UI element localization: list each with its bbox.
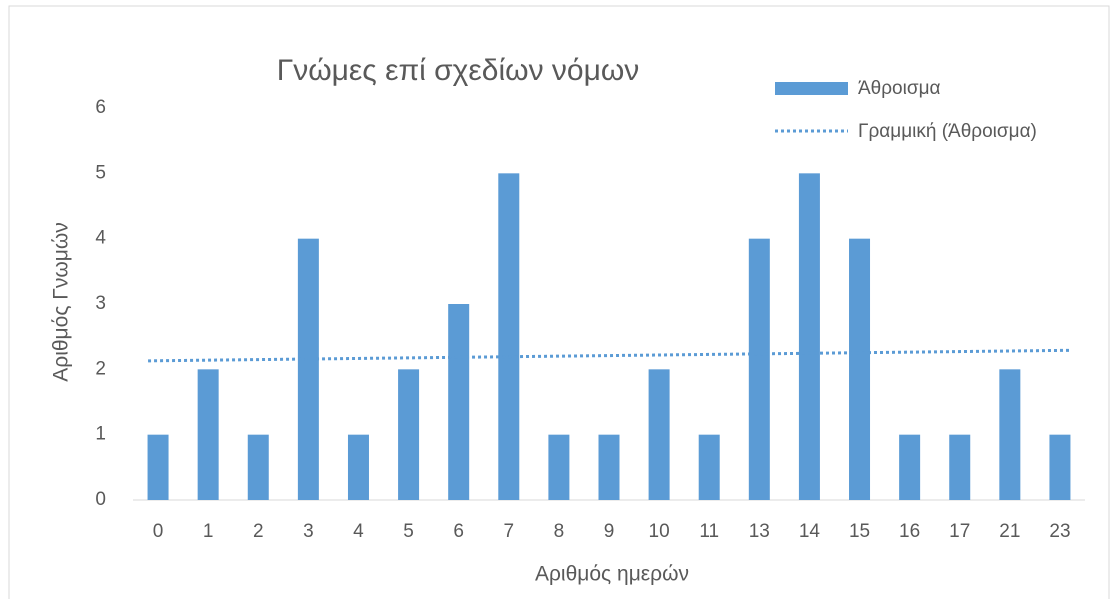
x-tick-label: 16 <box>899 521 920 542</box>
legend-label: Γραμμική (Άθροισμα) <box>858 121 1037 142</box>
x-tick-label: 6 <box>453 521 464 542</box>
bar <box>297 238 319 500</box>
bar <box>698 434 720 500</box>
bar <box>147 434 169 500</box>
x-tick-label: 11 <box>699 521 719 542</box>
y-tick-label: 3 <box>95 293 106 314</box>
bar <box>798 173 820 501</box>
chart-frame <box>8 5 1110 599</box>
legend-swatch <box>775 82 848 95</box>
y-tick-label: 5 <box>95 162 106 183</box>
bar <box>448 304 470 500</box>
y-axis-title: Αριθμός Γνωμών <box>50 222 73 382</box>
x-tick-label: 13 <box>749 521 770 542</box>
trendline <box>148 348 1070 363</box>
bar <box>247 434 269 500</box>
x-axis-title: Αριθμός ημερών <box>535 563 689 586</box>
x-tick-label: 23 <box>1049 521 1070 542</box>
x-tick-label: 4 <box>353 521 364 542</box>
bar <box>849 238 871 500</box>
bar <box>648 369 670 500</box>
x-tick-label: 8 <box>554 521 565 542</box>
bar <box>598 434 620 500</box>
x-tick-label: 21 <box>999 521 1020 542</box>
chart-title: Γνώμες επί σχεδίων νόμων <box>277 54 640 87</box>
bar <box>197 369 219 500</box>
y-tick-label: 0 <box>95 489 106 510</box>
y-tick-label: 6 <box>95 97 106 118</box>
x-tick-label: 2 <box>253 521 264 542</box>
bar <box>949 434 971 500</box>
x-tick-label: 5 <box>403 521 414 542</box>
x-tick-label: 3 <box>303 521 314 542</box>
legend-label: Άθροισμα <box>858 78 941 99</box>
x-tick-label: 7 <box>504 521 515 542</box>
x-tick-label: 10 <box>649 521 670 542</box>
x-tick-label: 0 <box>153 521 164 542</box>
y-tick-label: 2 <box>95 358 106 379</box>
x-tick-label: 9 <box>604 521 615 542</box>
x-tick-label: 1 <box>203 521 214 542</box>
bar <box>899 434 921 500</box>
y-tick-label: 4 <box>95 228 106 249</box>
bar <box>748 238 770 500</box>
bar <box>1049 434 1071 500</box>
bar <box>398 369 420 500</box>
x-tick-label: 14 <box>799 521 821 542</box>
bar <box>999 369 1021 500</box>
x-tick-label: 15 <box>849 521 870 542</box>
bar <box>347 434 369 500</box>
bar <box>498 173 520 501</box>
x-tick-label: 17 <box>949 521 970 542</box>
bar <box>548 434 570 500</box>
y-tick-label: 1 <box>95 424 106 445</box>
